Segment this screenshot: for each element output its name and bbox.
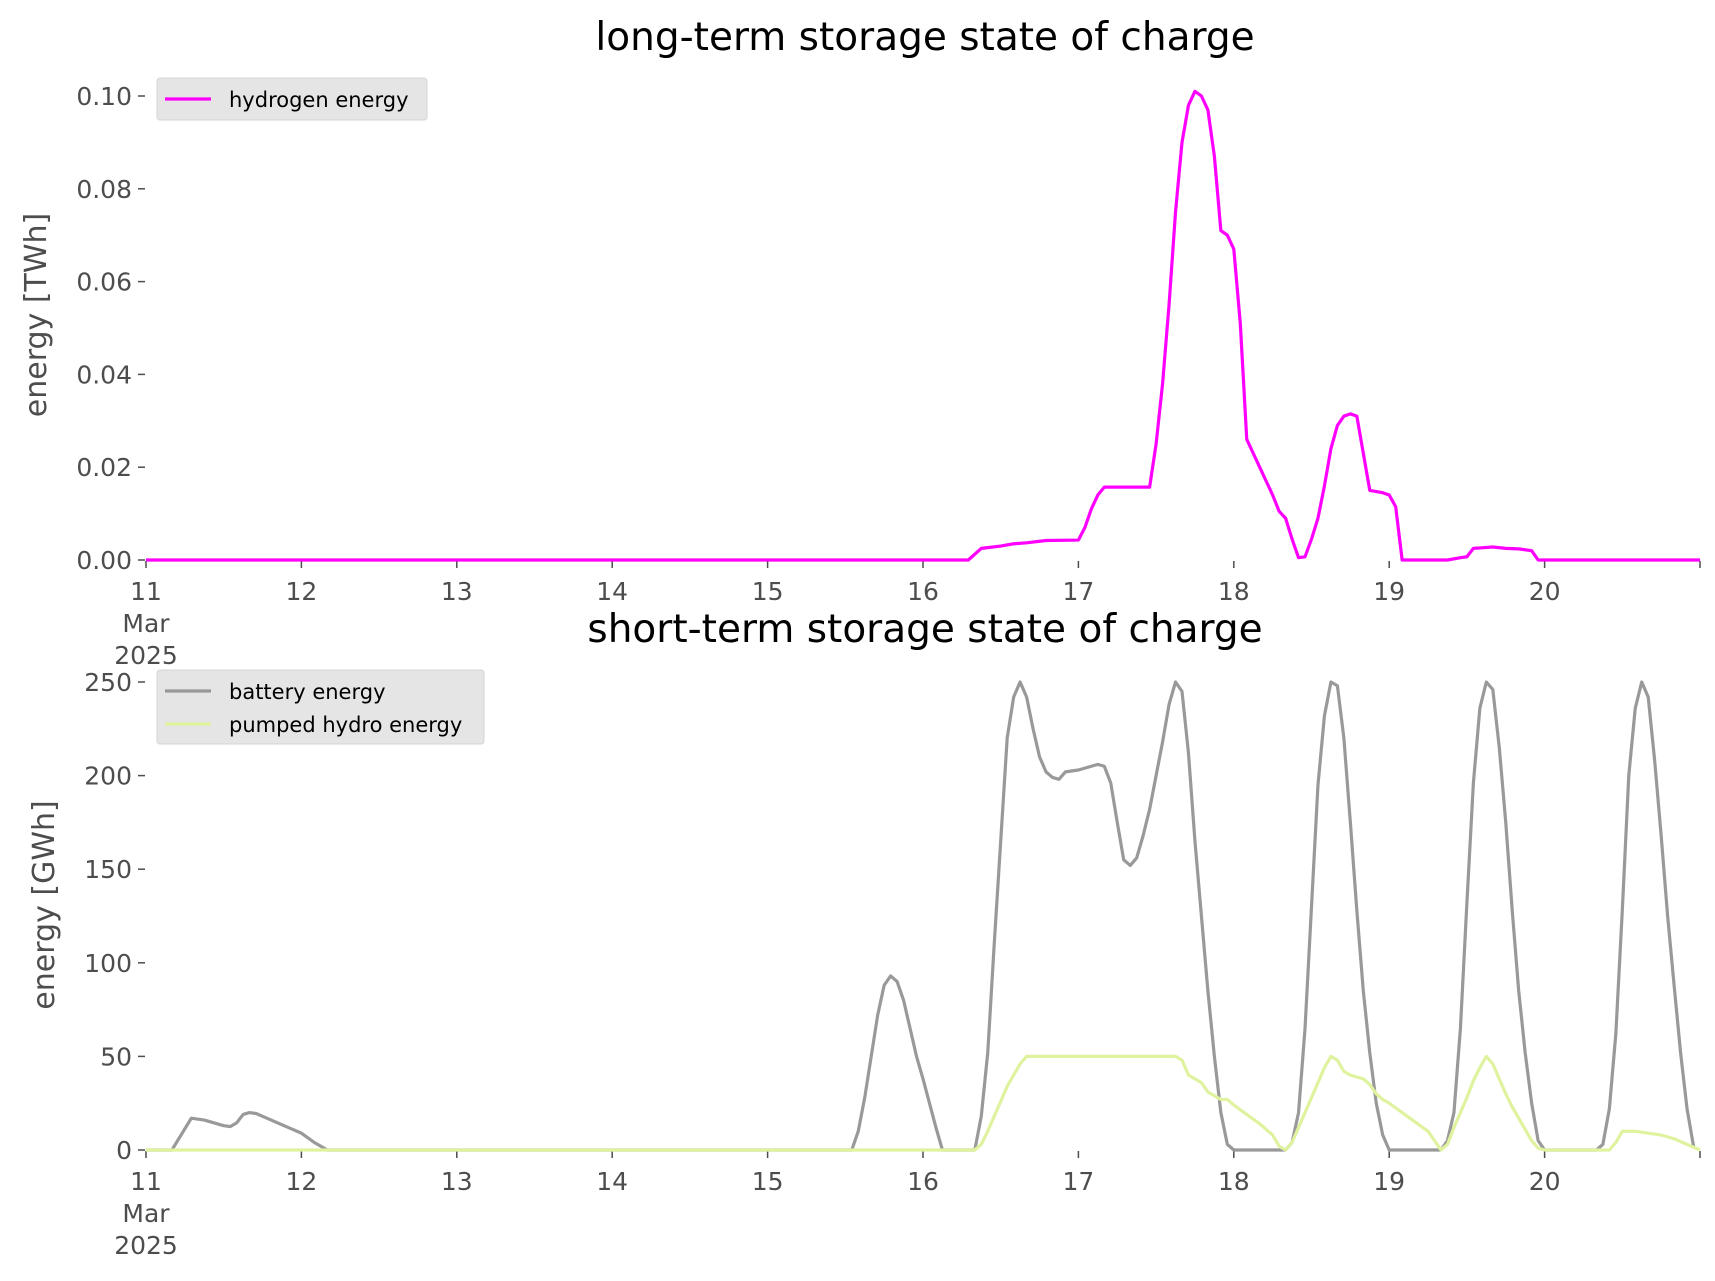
legend: hydrogen energy (156, 77, 428, 121)
x-tick-sublabel: 2025 (114, 1231, 178, 1260)
x-tick-label: 13 (441, 1167, 473, 1196)
chart-title: long-term storage state of charge (595, 15, 1254, 60)
x-tick-label: 14 (596, 1167, 628, 1196)
x-tick-sublabel: Mar (122, 1199, 170, 1228)
x-tick-label: 15 (752, 1167, 784, 1196)
y-tick-label: 0.08 (76, 175, 132, 204)
x-tick-label: 17 (1062, 1167, 1094, 1196)
long-term-panel: long-term storage state of charge energy… (19, 15, 1701, 670)
y-axis-label: energy [TWh] (19, 213, 54, 417)
x-tick-label: 13 (441, 577, 473, 606)
y-tick-label: 0.06 (76, 268, 132, 297)
y-tick-label: 0.10 (76, 82, 132, 111)
x-tick-label: 12 (285, 577, 317, 606)
x-axis: 11 Mar 2025 12 13 14 15 16 17 18 19 20 (114, 561, 1701, 670)
legend-label: battery energy (229, 680, 386, 704)
y-tick-label: 0.00 (76, 546, 132, 575)
y-axis: 0 50 100 150 200 250 (84, 668, 145, 1165)
legend-box (156, 669, 485, 745)
x-tick-label: 18 (1218, 577, 1250, 606)
y-tick-label: 0.02 (76, 453, 132, 482)
x-tick-label: 18 (1218, 1167, 1250, 1196)
x-tick-label: 17 (1062, 577, 1094, 606)
x-tick-label: 16 (907, 577, 939, 606)
x-tick-label: 19 (1373, 1167, 1405, 1196)
x-tick-label: 12 (285, 1167, 317, 1196)
series-layer (146, 680, 1701, 1152)
short-term-panel: short-term storage state of charge energ… (27, 607, 1701, 1260)
x-tick-label: 20 (1529, 1167, 1561, 1196)
x-tick-label: 11 (130, 577, 162, 606)
y-tick-label: 0.04 (76, 360, 132, 389)
y-tick-label: 100 (84, 949, 132, 978)
legend-label: pumped hydro energy (229, 713, 462, 737)
x-tick-label: 15 (752, 577, 784, 606)
x-tick-label: 20 (1529, 577, 1561, 606)
y-axis: 0.00 0.02 0.04 0.06 0.08 0.10 (76, 82, 145, 575)
series-line-2 (146, 1054, 1701, 1152)
x-tick-label: 16 (907, 1167, 939, 1196)
y-tick-label: 250 (84, 668, 132, 697)
legend: battery energy pumped hydro energy (156, 669, 485, 745)
series-line-1 (146, 89, 1700, 562)
x-tick-label: 14 (596, 577, 628, 606)
legend-label: hydrogen energy (229, 88, 409, 112)
x-tick-label: 19 (1373, 577, 1405, 606)
y-axis-label: energy [GWh] (27, 800, 62, 1009)
x-tick-label: 11 (130, 1167, 162, 1196)
y-tick-label: 0 (116, 1136, 132, 1165)
series-layer (146, 89, 1700, 562)
x-tick-sublabel: 2025 (114, 641, 178, 670)
legend-box (156, 77, 428, 121)
series-line-1 (146, 680, 1696, 1152)
y-tick-label: 150 (84, 855, 132, 884)
x-axis: 11 Mar 2025 12 13 14 15 16 17 18 19 20 (114, 1151, 1701, 1260)
y-tick-label: 200 (84, 762, 132, 791)
chart-title: short-term storage state of charge (587, 607, 1262, 652)
x-tick-sublabel: Mar (122, 609, 170, 638)
y-tick-label: 50 (100, 1042, 132, 1071)
